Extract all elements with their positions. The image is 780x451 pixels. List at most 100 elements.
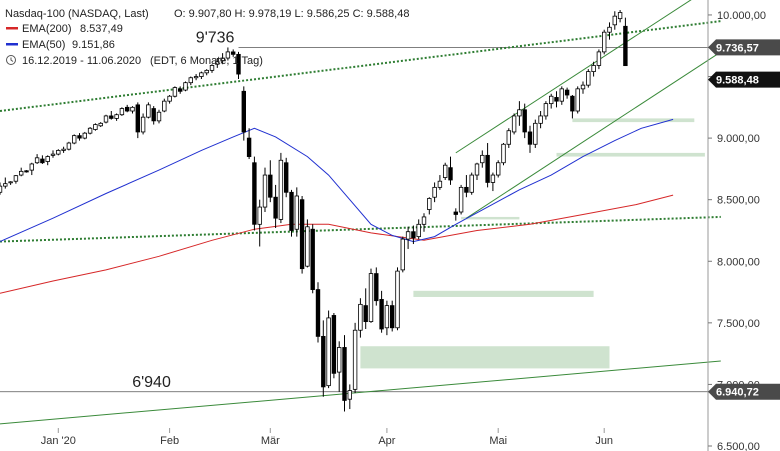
y-tick-label-5: 9.000,00 — [717, 133, 760, 145]
x-tick-label-5: Jun — [595, 435, 613, 447]
candle-body-76 — [400, 238, 405, 271]
candle-body-85 — [448, 167, 453, 181]
candle-body-4 — [18, 170, 24, 176]
ema200-line — [0, 194, 674, 294]
candles — [0, 10, 628, 412]
annotation-1: 6'940 — [132, 374, 171, 391]
candle-body-92 — [485, 154, 490, 183]
candle-body-5 — [24, 170, 29, 173]
candle-body-99 — [522, 109, 527, 133]
legend-ohlc: O: 9.907,80 H: 9.978,19 L: 9.586,25 C: 9… — [174, 8, 409, 20]
candle-body-61 — [321, 335, 326, 388]
price-tag-0 — [708, 39, 780, 56]
candle-body-117 — [617, 12, 623, 20]
price-tag-2 — [708, 383, 780, 400]
y-tick-label-2: 7.500,00 — [717, 318, 760, 330]
legend-period: 16.12.2019 - 11.06.2020 — [22, 55, 141, 67]
legend: Nasdaq-100 (NASDAQ, Last) O: 9.907,80 H:… — [5, 8, 409, 67]
candle-body-53 — [278, 159, 284, 220]
candle-body-116 — [612, 15, 617, 26]
y-tick-label-7: 10.000,00 — [717, 10, 766, 22]
candle-body-27 — [140, 116, 146, 133]
candle-body-36 — [188, 77, 193, 84]
candle-body-45 — [236, 53, 241, 75]
zone-2 — [572, 118, 695, 123]
candle-body-11 — [56, 150, 61, 155]
candle-body-70 — [368, 273, 374, 323]
candle-body-47 — [246, 137, 252, 157]
candle-body-108 — [570, 95, 575, 112]
candle-body-102 — [538, 115, 543, 124]
candle-body-96 — [506, 130, 511, 145]
candle-body-19 — [98, 122, 103, 127]
candle-body-94 — [495, 162, 501, 176]
legend-ema50-swatch — [6, 43, 18, 46]
candle-body-25 — [130, 106, 135, 112]
x-tick-label-3: Apr — [378, 435, 395, 447]
trend-line-0 — [0, 20, 721, 113]
candle-body-113 — [596, 51, 602, 66]
candle-body-6 — [29, 163, 34, 171]
candle-body-88 — [464, 186, 469, 193]
axes: 6.500,007.000,007.500,008.000,008.500,00… — [41, 0, 780, 451]
candle-body-23 — [119, 108, 125, 116]
x-tick-label-2: Mär — [261, 435, 280, 447]
candle-body-39 — [204, 69, 209, 74]
candle-body-16 — [82, 132, 87, 139]
candle-body-51 — [268, 174, 273, 198]
candle-body-65 — [342, 347, 347, 401]
trend-line-2 — [0, 360, 721, 425]
candle-body-106 — [559, 88, 564, 102]
ema-lines — [0, 118, 674, 294]
candle-body-18 — [93, 124, 98, 130]
candle-body-62 — [326, 317, 331, 387]
candle-body-50 — [262, 174, 268, 208]
trend-line-1 — [0, 215, 721, 243]
candle-body-24 — [125, 106, 130, 112]
candle-body-33 — [172, 87, 178, 97]
candle-body-110 — [580, 84, 586, 90]
candle-body-111 — [586, 71, 591, 86]
candle-body-64 — [336, 347, 342, 373]
candle-body-52 — [273, 196, 278, 219]
annotations: 9'736 6'940 — [132, 29, 234, 390]
candle-body-107 — [564, 89, 570, 96]
x-tick-label-1: Feb — [160, 435, 179, 447]
candle-body-68 — [358, 303, 363, 331]
x-tick-label-4: Mai — [489, 435, 507, 447]
candle-body-10 — [50, 153, 56, 156]
candle-body-7 — [34, 157, 40, 164]
candle-body-83 — [437, 180, 443, 188]
candle-body-1 — [3, 183, 8, 187]
candle-body-41 — [215, 61, 220, 65]
legend-ema50-label: EMA(50) — [22, 39, 65, 51]
candle-body-49 — [257, 206, 262, 225]
zone-0 — [413, 290, 594, 297]
candle-body-9 — [45, 156, 50, 162]
price-tag-label-1: 9.588,48 — [716, 75, 759, 87]
candle-body-69 — [363, 305, 368, 323]
candle-body-37 — [193, 76, 199, 79]
candle-body-12 — [61, 148, 66, 151]
candle-body-78 — [411, 231, 416, 239]
candle-body-63 — [331, 315, 337, 374]
candle-body-84 — [442, 164, 448, 178]
candle-body-38 — [199, 72, 204, 77]
clock-icon — [6, 55, 16, 65]
candle-body-118 — [623, 25, 628, 67]
candle-body-100 — [527, 131, 533, 145]
candle-body-112 — [591, 65, 596, 73]
candle-body-97 — [511, 115, 517, 133]
candle-body-48 — [252, 162, 257, 225]
candle-body-29 — [151, 108, 156, 122]
candle-body-74 — [389, 305, 395, 329]
candle-body-115 — [607, 26, 612, 33]
candle-body-58 — [305, 226, 310, 267]
candle-body-43 — [225, 51, 231, 59]
candle-body-21 — [109, 115, 114, 119]
legend-ema50-value: 9.151,86 — [72, 39, 115, 51]
candle-body-59 — [310, 228, 315, 290]
candle-body-22 — [114, 114, 119, 119]
trend-line-3 — [455, 0, 692, 154]
